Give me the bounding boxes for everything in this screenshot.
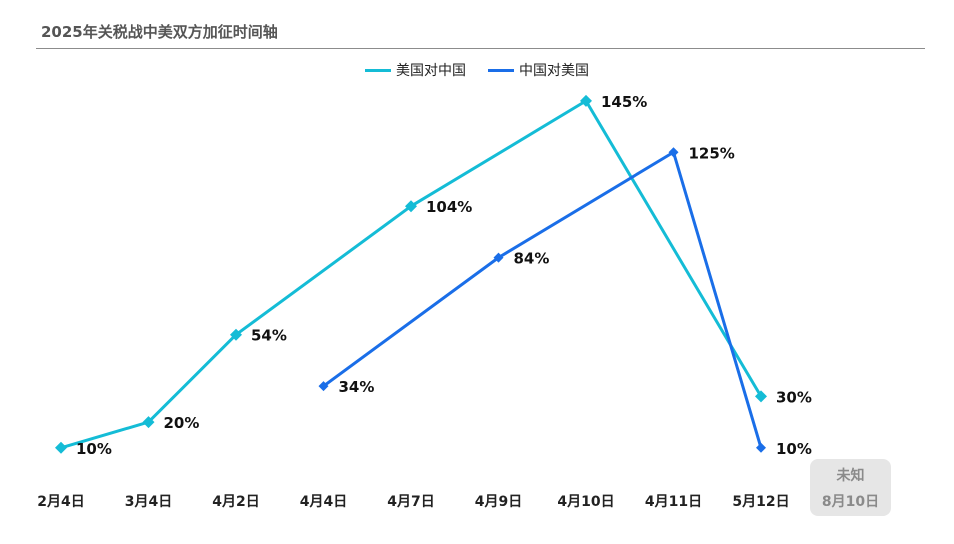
series-line-cn — [322, 150, 763, 449]
title-divider — [36, 48, 925, 49]
x-tick-label-2: 4月2日 — [212, 494, 259, 510]
data-label-us-1: 20% — [164, 414, 200, 432]
legend-swatch-us — [365, 68, 391, 72]
x-tick-label-4: 4月7日 — [387, 494, 434, 510]
data-label-cn-0: 34% — [339, 378, 375, 396]
legend-item-cn: 中国对美国 — [488, 60, 589, 80]
data-label-us-3: 104% — [426, 198, 472, 216]
data-point-cn-0 — [318, 381, 329, 392]
data-label-us-2: 54% — [251, 327, 287, 345]
data-point-us-1 — [142, 416, 155, 429]
badge-status: 未知 — [836, 467, 865, 484]
badge-date: 8月10日 — [821, 493, 880, 510]
x-tick-label-3: 4月4日 — [300, 494, 347, 510]
legend-label-cn: 中国对美国 — [519, 63, 589, 79]
legend-swatch-cn — [488, 68, 514, 72]
data-label-us-0: 10% — [76, 440, 112, 458]
data-label-us-4: 145% — [601, 93, 647, 111]
series-line-us — [60, 99, 763, 450]
legend-label-us: 美国对中国 — [396, 63, 466, 79]
data-point-us-5 — [755, 390, 767, 403]
unknown-date-badge: 未知 8月10日 — [810, 459, 891, 516]
data-point-cn-1 — [493, 252, 504, 263]
legend-item-us: 美国对中国 — [365, 60, 466, 80]
x-tick-label-7: 4月11日 — [645, 494, 702, 510]
x-tick-label-0: 2月4日 — [37, 494, 84, 510]
data-point-us-4 — [580, 94, 592, 107]
data-label-us-5: 30% — [776, 388, 812, 406]
data-point-us-3 — [405, 200, 417, 213]
data-label-cn-3: 10% — [776, 440, 812, 458]
data-label-cn-2: 125% — [689, 144, 735, 162]
x-tick-label-5: 4月9日 — [475, 494, 522, 510]
data-point-cn-3 — [756, 442, 766, 453]
data-point-us-2 — [230, 328, 242, 341]
x-tick-label-8: 5月12日 — [732, 494, 789, 510]
chart-legend: 美国对中国 中国对美国 — [0, 60, 954, 80]
x-tick-label-1: 3月4日 — [125, 494, 172, 510]
data-point-us-0 — [55, 441, 67, 454]
x-tick-label-6: 4月10日 — [557, 494, 614, 510]
data-label-cn-1: 84% — [514, 250, 550, 268]
data-point-cn-2 — [668, 147, 679, 158]
chart-title: 2025年关税战中美双方加征时间轴 — [41, 23, 278, 41]
